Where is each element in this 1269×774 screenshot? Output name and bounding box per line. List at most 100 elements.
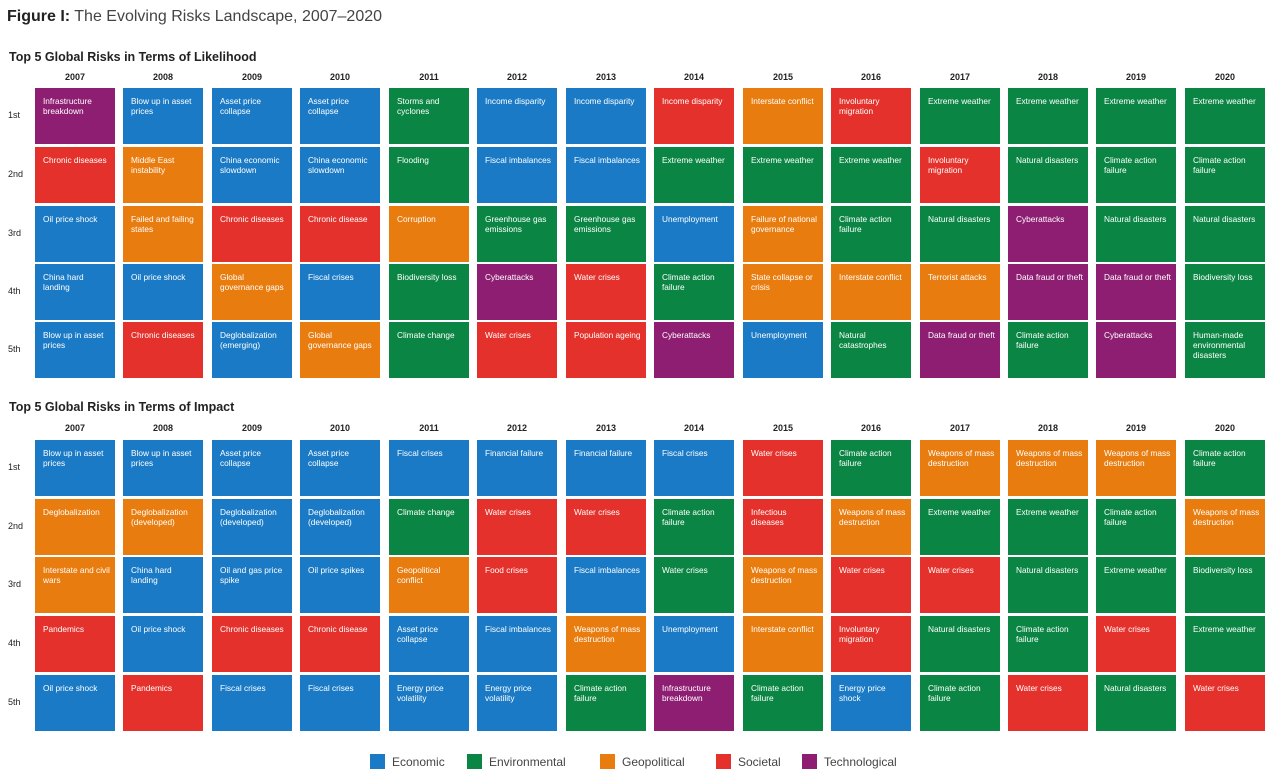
risk-cell: Biodiversity loss xyxy=(389,264,469,320)
risk-cell: Weapons of mass destruction xyxy=(1008,440,1088,496)
risk-cell: Natural disasters xyxy=(1096,675,1176,731)
risk-cell: Fiscal imbalances xyxy=(566,557,646,613)
risk-cell: Oil price shock xyxy=(123,616,203,672)
year-label: 2020 xyxy=(1214,72,1236,82)
legend-label: Technological xyxy=(824,754,897,769)
risk-cell: Asset price collapse xyxy=(300,440,380,496)
legend-label: Economic xyxy=(392,754,445,769)
year-label: 2011 xyxy=(419,72,439,82)
risk-cell: Climate action failure xyxy=(1185,440,1265,496)
risk-cell: Fiscal crises xyxy=(389,440,469,496)
risk-cell: Chronic disease xyxy=(300,616,380,672)
risk-cell: Corruption xyxy=(389,206,469,262)
risk-cell: Water crises xyxy=(566,499,646,555)
risk-cell: Water crises xyxy=(1185,675,1265,731)
risk-cell: Human-made environmental disasters xyxy=(1185,322,1265,378)
rank-label: 3rd xyxy=(8,579,22,589)
risk-cell: Natural disasters xyxy=(1008,147,1088,203)
risk-cell: Cyberattacks xyxy=(1096,322,1176,378)
year-label: 2007 xyxy=(64,72,86,82)
risk-cell: Unemployment xyxy=(654,616,734,672)
risk-cell: Greenhouse gas emissions xyxy=(477,206,557,262)
year-label: 2011 xyxy=(419,423,439,433)
risk-cell: Data fraud or theft xyxy=(1008,264,1088,320)
risk-cell: Interstate conflict xyxy=(831,264,911,320)
risk-cell: Natural disasters xyxy=(920,616,1000,672)
risk-cell: Natural catastrophes xyxy=(831,322,911,378)
category-legend: Economic Environmental Geopolitical Societa… xyxy=(0,754,1269,770)
risk-cell: Middle East instability xyxy=(123,147,203,203)
risk-cell: Extreme weather xyxy=(831,147,911,203)
year-label: 2007 xyxy=(64,423,86,433)
risk-cell: Oil price shock xyxy=(35,675,115,731)
risk-cell: Deglobalization (developed) xyxy=(123,499,203,555)
legend-label: Environmental xyxy=(489,754,566,769)
risk-cell: Water crises xyxy=(654,557,734,613)
risk-cell: Climate action failure xyxy=(1185,147,1265,203)
risk-cell: Infectious diseases xyxy=(743,499,823,555)
year-label: 2013 xyxy=(595,423,617,433)
year-label: 2014 xyxy=(683,72,705,82)
legend-label: Geopolitical xyxy=(622,754,685,769)
risk-cell: Climate action failure xyxy=(1096,147,1176,203)
risk-cell: Chronic diseases xyxy=(212,616,292,672)
rank-label: 4th xyxy=(8,286,21,296)
risk-cell: Weapons of mass destruction xyxy=(920,440,1000,496)
year-label: 2009 xyxy=(241,423,263,433)
risk-cell: Data fraud or theft xyxy=(1096,264,1176,320)
rank-label: 2nd xyxy=(8,521,24,531)
risk-cell: Chronic diseases xyxy=(212,206,292,262)
risk-cell: Involuntary migration xyxy=(831,616,911,672)
figure-title: Figure I: The Evolving Risks Landscape, … xyxy=(7,8,382,26)
risk-cell: Blow up in asset prices xyxy=(35,322,115,378)
risk-cell: Extreme weather xyxy=(1185,88,1265,144)
risk-cell: Biodiversity loss xyxy=(1185,557,1265,613)
risk-cell: Involuntary migration xyxy=(831,88,911,144)
risk-cell: Asset price collapse xyxy=(389,616,469,672)
risk-cell: Fiscal imbalances xyxy=(566,147,646,203)
risk-cell: Climate action failure xyxy=(1008,322,1088,378)
legend-swatch xyxy=(600,754,615,769)
risk-cell: Oil price shock xyxy=(35,206,115,262)
risk-cell: Extreme weather xyxy=(1096,557,1176,613)
year-label: 2020 xyxy=(1214,423,1236,433)
risk-cell: China economic slowdown xyxy=(300,147,380,203)
risk-cell: Fiscal crises xyxy=(300,264,380,320)
risk-cell: Global governance gaps xyxy=(212,264,292,320)
risk-cell: Climate action failure xyxy=(1008,616,1088,672)
risk-cell: Asset price collapse xyxy=(300,88,380,144)
risk-cell: Climate action failure xyxy=(831,440,911,496)
year-label: 2008 xyxy=(152,423,174,433)
figure-title-text: The Evolving Risks Landscape, 2007–2020 xyxy=(70,8,383,25)
risk-cell: Food crises xyxy=(477,557,557,613)
risk-cell: Extreme weather xyxy=(743,147,823,203)
risk-cell: Extreme weather xyxy=(1008,88,1088,144)
risk-cell: Fiscal crises xyxy=(212,675,292,731)
risk-cell: Water crises xyxy=(743,440,823,496)
risk-cell: Income disparity xyxy=(654,88,734,144)
risk-cell: Terrorist attacks xyxy=(920,264,1000,320)
risk-cell: Water crises xyxy=(920,557,1000,613)
risk-cell: Financial failure xyxy=(566,440,646,496)
risk-cell: Natural disasters xyxy=(1008,557,1088,613)
risk-cell: Extreme weather xyxy=(1185,616,1265,672)
risk-cell: Chronic disease xyxy=(300,206,380,262)
risk-cell: Water crises xyxy=(477,322,557,378)
risk-cell: Data fraud or theft xyxy=(920,322,1000,378)
risk-cell: Unemployment xyxy=(654,206,734,262)
risk-cell: Fiscal crises xyxy=(300,675,380,731)
risk-cell: Blow up in asset prices xyxy=(35,440,115,496)
risk-cell: Income disparity xyxy=(566,88,646,144)
risk-cell: China hard landing xyxy=(35,264,115,320)
year-label: 2015 xyxy=(772,72,794,82)
risk-cell: Climate action failure xyxy=(654,264,734,320)
risk-cell: China hard landing xyxy=(123,557,203,613)
risk-cell: Water crises xyxy=(477,499,557,555)
year-label: 2010 xyxy=(329,72,351,82)
risk-cell: Natural disasters xyxy=(1185,206,1265,262)
risk-cell: Blow up in asset prices xyxy=(123,88,203,144)
risk-cell: Flooding xyxy=(389,147,469,203)
risk-cell: Interstate conflict xyxy=(743,88,823,144)
risk-cell: Global governance gaps xyxy=(300,322,380,378)
year-label: 2017 xyxy=(949,423,971,433)
